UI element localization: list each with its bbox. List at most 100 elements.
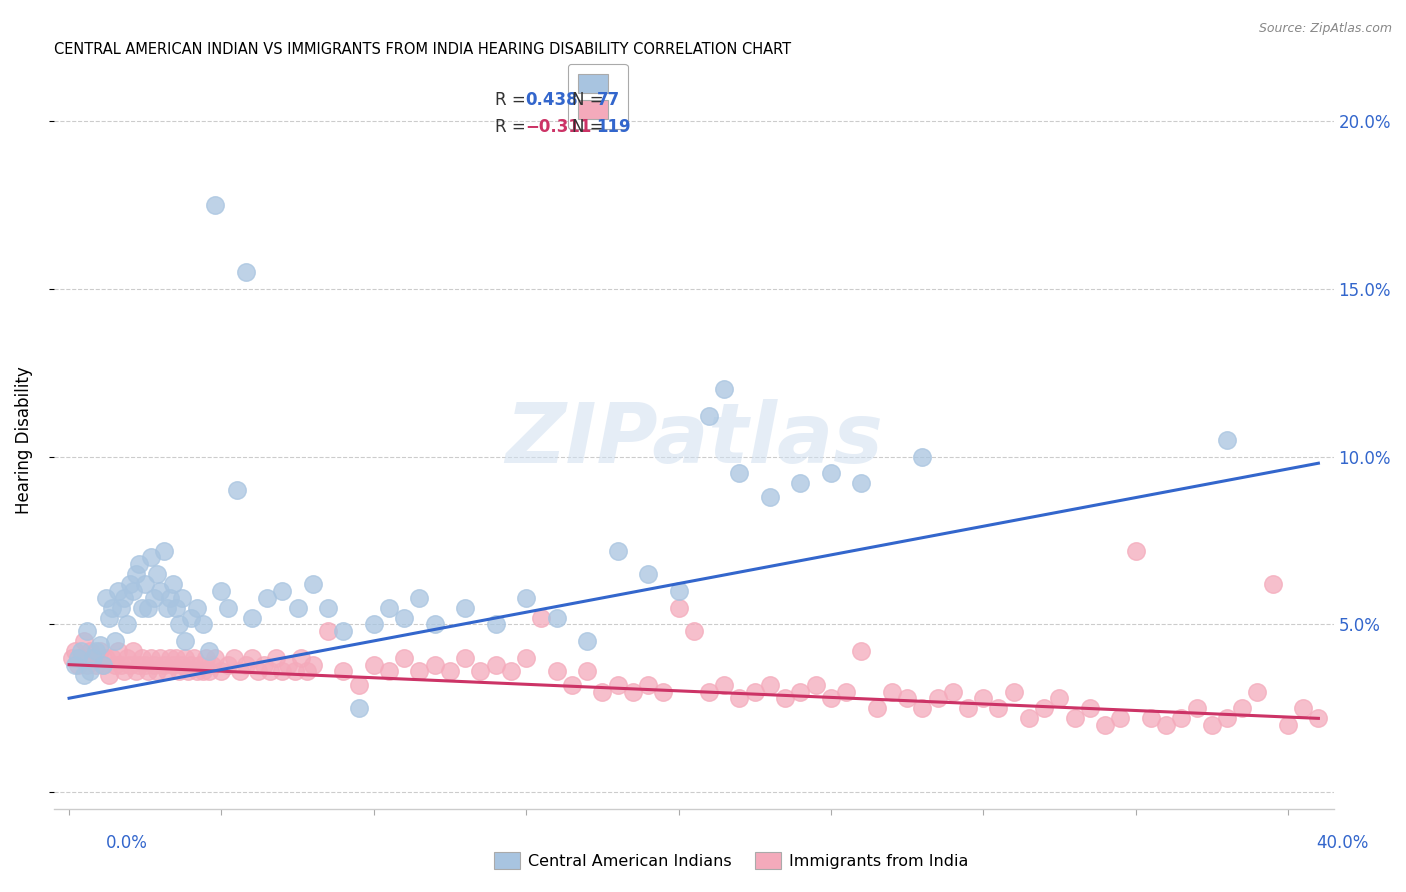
Point (107, 583, 129, 598)
Point (167, 617, 190, 632)
Point (235, 265, 257, 279)
Point (1246, 684, 1268, 698)
Point (1201, 718, 1223, 732)
Point (91, 657, 114, 672)
Point (485, 657, 508, 672)
Point (183, 651, 205, 665)
Point (942, 684, 965, 698)
Point (820, 467, 842, 481)
Point (104, 657, 127, 672)
Point (789, 684, 811, 698)
Point (1047, 691, 1070, 706)
Legend: , : , (568, 64, 627, 129)
Point (271, 665, 294, 679)
Point (394, 610, 416, 624)
Point (180, 657, 202, 672)
Point (378, 600, 401, 615)
Point (606, 543, 628, 558)
Point (454, 600, 477, 615)
Point (1277, 718, 1299, 732)
Point (347, 701, 370, 715)
Point (1139, 711, 1161, 725)
Point (100, 600, 122, 615)
Point (759, 490, 782, 504)
Text: ZIPatlas: ZIPatlas (505, 400, 883, 480)
Point (271, 583, 294, 598)
Point (89, 644, 111, 658)
Point (1170, 711, 1192, 725)
Point (394, 651, 416, 665)
Point (162, 577, 184, 591)
Point (188, 657, 211, 672)
Point (86, 644, 108, 658)
Point (637, 567, 659, 582)
Point (152, 543, 174, 558)
Point (408, 591, 430, 605)
Point (146, 665, 169, 679)
Point (591, 684, 613, 698)
Point (165, 651, 187, 665)
Point (820, 691, 842, 706)
Point (1094, 718, 1116, 732)
Point (256, 591, 278, 605)
Point (112, 591, 135, 605)
Point (1292, 701, 1315, 715)
Point (149, 583, 172, 598)
Point (1018, 711, 1040, 725)
Point (713, 678, 735, 692)
Point (100, 651, 122, 665)
Point (128, 557, 150, 571)
Point (972, 691, 994, 706)
Point (302, 657, 325, 672)
Point (186, 665, 208, 679)
Point (134, 657, 156, 672)
Text: 77: 77 (596, 91, 620, 109)
Point (136, 665, 159, 679)
Point (277, 657, 299, 672)
Point (759, 678, 782, 692)
Text: R =: R = (495, 118, 531, 136)
Point (697, 409, 720, 424)
Point (70, 644, 93, 658)
Point (927, 691, 949, 706)
Point (225, 483, 247, 497)
Point (911, 450, 934, 464)
Point (76, 657, 98, 672)
Point (204, 651, 226, 665)
Point (165, 600, 187, 615)
Point (125, 665, 148, 679)
Point (70, 651, 93, 665)
Point (253, 657, 276, 672)
Point (1216, 711, 1239, 725)
Point (851, 476, 873, 491)
Point (152, 657, 174, 672)
Point (141, 550, 163, 565)
Point (149, 651, 172, 665)
Point (79, 665, 101, 679)
Point (118, 657, 141, 672)
Point (110, 600, 132, 615)
Point (896, 691, 918, 706)
Point (744, 684, 766, 698)
Point (1308, 711, 1330, 725)
Point (67, 657, 90, 672)
Point (264, 651, 287, 665)
Point (423, 657, 446, 672)
Point (180, 610, 202, 624)
Point (209, 665, 232, 679)
Point (316, 600, 339, 615)
Point (697, 684, 720, 698)
Point (67, 651, 90, 665)
Point (259, 665, 281, 679)
Point (1185, 701, 1208, 715)
Point (112, 665, 135, 679)
Point (186, 600, 208, 615)
Point (804, 678, 827, 692)
Point (302, 577, 325, 591)
Point (94, 591, 117, 605)
Point (576, 634, 599, 648)
Point (956, 701, 979, 715)
Point (89, 638, 111, 652)
Point (637, 678, 659, 692)
Point (1261, 577, 1284, 591)
